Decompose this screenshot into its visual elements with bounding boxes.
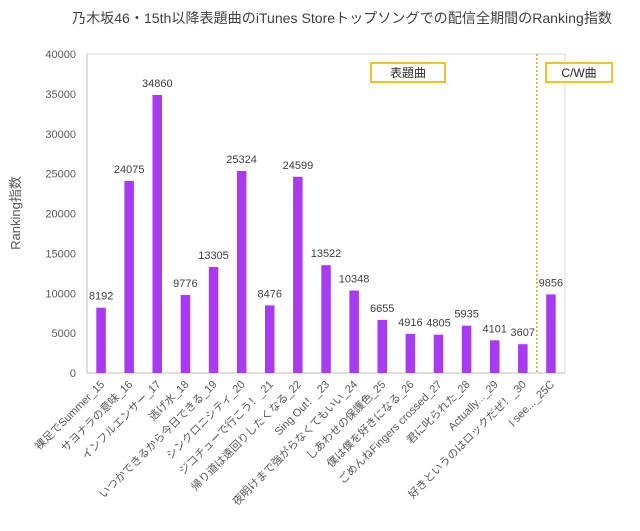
bar-16 bbox=[518, 344, 528, 373]
annotation-cw-songs-box bbox=[545, 62, 613, 83]
bar-11 bbox=[377, 319, 387, 373]
data-label: 3607 bbox=[511, 327, 535, 339]
data-label: 10348 bbox=[339, 274, 370, 286]
data-label: 9856 bbox=[539, 277, 563, 289]
bar-4 bbox=[180, 295, 191, 373]
data-label: 8192 bbox=[89, 291, 113, 303]
y-tick-label: 25000 bbox=[45, 169, 76, 181]
annotation-title-songs-box bbox=[370, 62, 446, 83]
data-label: 13305 bbox=[198, 250, 229, 262]
bar-3 bbox=[152, 95, 162, 373]
y-tick-label: 15000 bbox=[45, 248, 76, 260]
annotation-cw-songs-label: C/W曲 bbox=[561, 66, 596, 80]
data-label: 24599 bbox=[283, 160, 314, 172]
bar-7 bbox=[265, 305, 275, 373]
bar-14 bbox=[461, 325, 472, 373]
bar-5 bbox=[208, 266, 219, 373]
data-label: 4101 bbox=[482, 323, 506, 335]
y-tick-label: 20000 bbox=[45, 209, 76, 221]
bar-15 bbox=[490, 340, 500, 373]
data-label: 8476 bbox=[258, 288, 282, 300]
data-labels-group: 8192 24075 34860 9776 13305 25324 8476 24599 135… bbox=[89, 78, 563, 339]
data-label: 34860 bbox=[142, 78, 173, 90]
bar-9 bbox=[321, 265, 331, 373]
bar-8 bbox=[293, 176, 303, 373]
data-label: 24075 bbox=[114, 164, 145, 176]
y-tick-label: 5000 bbox=[52, 328, 76, 340]
bar-13 bbox=[433, 334, 444, 373]
bar-1 bbox=[96, 307, 106, 373]
data-label: 4805 bbox=[426, 318, 450, 330]
y-tick-label: 30000 bbox=[45, 129, 76, 141]
bar-17 bbox=[546, 294, 556, 373]
y-tick-label: 40000 bbox=[45, 49, 76, 61]
data-label: 6655 bbox=[370, 303, 394, 315]
x-axis-labels: 裸足でSummer_15サヨナラの意味_16インフルエンサー_17逃げ水_18い… bbox=[32, 377, 557, 508]
data-label: 25324 bbox=[226, 154, 257, 166]
bar-2 bbox=[124, 181, 134, 373]
bar-12 bbox=[405, 333, 416, 373]
bars-group bbox=[96, 95, 556, 373]
bar-10 bbox=[349, 290, 359, 373]
chart-title: 乃木坂46・15th以降表題曲のiTunes Storeトップソングでの配信全期… bbox=[72, 10, 612, 26]
y-tick-label: 10000 bbox=[45, 288, 76, 300]
y-axis-ticks: 0 5000 10000 15000 20000 25000 30000 35000 40000 bbox=[45, 49, 76, 380]
data-label: 9776 bbox=[173, 278, 197, 290]
data-label: 4916 bbox=[398, 317, 422, 329]
y-axis-title: Ranking指数 bbox=[8, 176, 23, 250]
data-label: 5935 bbox=[454, 309, 478, 321]
y-tick-label: 35000 bbox=[45, 89, 76, 101]
data-label: 13522 bbox=[311, 248, 342, 260]
annotation-title-songs-label: 表題曲 bbox=[390, 66, 426, 80]
y-tick-label: 0 bbox=[70, 368, 76, 380]
bar-6 bbox=[236, 171, 247, 373]
